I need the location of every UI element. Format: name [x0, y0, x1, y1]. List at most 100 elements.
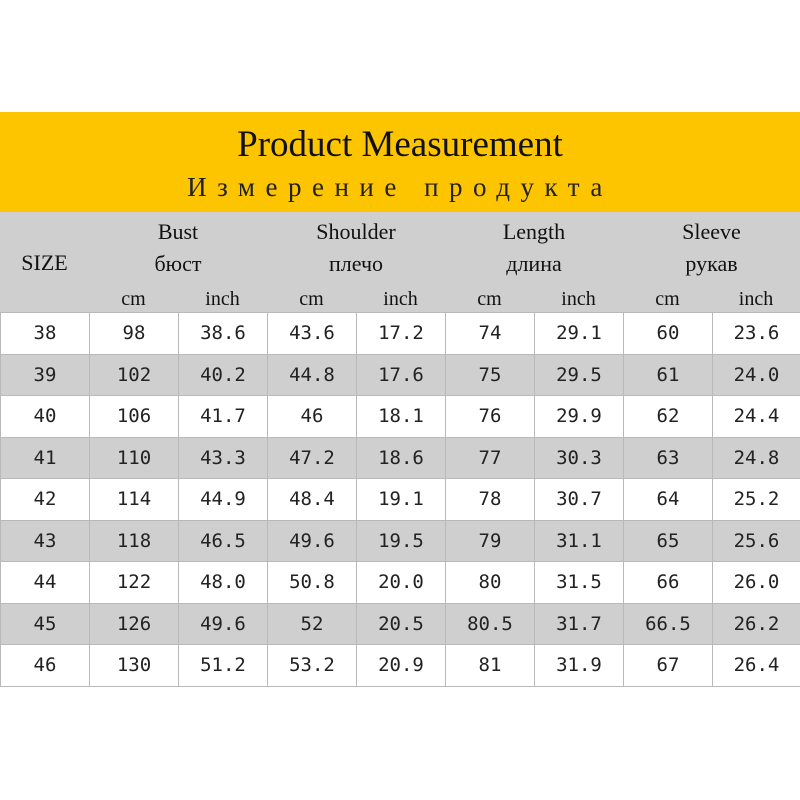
bust-cm-cell: 106 [89, 395, 179, 438]
chart-subtitle: Измерение продукта [187, 172, 613, 202]
bust-cm-cell: 122 [89, 561, 179, 604]
length-cm-cell: 79 [445, 519, 535, 562]
size-header: SIZE [21, 250, 68, 275]
unit-label: inch [383, 288, 418, 310]
length-cm-cell: 76 [445, 395, 535, 438]
bust-inch-cell: 48.0 [178, 561, 268, 604]
length-inch-cell: 29.9 [534, 395, 624, 438]
bust-cm-cell: 114 [89, 478, 179, 521]
shoulder-cm-cell: 47.2 [267, 436, 357, 479]
length-cm-cell: 80.5 [445, 602, 535, 645]
bust-inch-cell: 46.5 [178, 519, 268, 562]
sleeve-inch-cell: 25.2 [712, 478, 800, 521]
sleeve-cm-cell: 67 [623, 644, 713, 687]
length-cm-cell: 81 [445, 644, 535, 687]
chart-title: Product Measurement [237, 124, 563, 165]
length-inch-cell: 30.7 [534, 478, 624, 521]
table-row: 42 114 44.9 48.4 19.1 78 30.7 64 25.2 [0, 478, 800, 521]
table-row: 41 110 43.3 47.2 18.6 77 30.3 63 24.8 [0, 436, 800, 479]
bust-inch-cell: 44.9 [178, 478, 268, 521]
size-cell: 43 [0, 519, 90, 562]
column-header: SIZE Bust бюст Shoulder плечо Length дли… [0, 212, 800, 312]
length-header-ru: длина [506, 251, 562, 276]
shoulder-header-ru: плечо [328, 251, 384, 276]
length-inch-cell: 31.9 [534, 644, 624, 687]
bust-inch-cell: 38.6 [178, 312, 268, 355]
unit-label: inch [738, 288, 774, 310]
unit-label: inch [561, 288, 596, 310]
sleeve-inch-cell: 25.6 [712, 519, 800, 562]
bust-cm-cell: 118 [89, 519, 179, 562]
shoulder-cm-cell: 50.8 [267, 561, 357, 604]
shoulder-cm-cell: 43.6 [267, 312, 357, 355]
length-cm-cell: 75 [445, 353, 535, 396]
unit-label: cm [299, 288, 324, 310]
shoulder-inch-cell: 20.9 [356, 644, 446, 687]
unit-label: inch [205, 288, 240, 310]
bust-inch-cell: 40.2 [178, 353, 268, 396]
bust-cm-cell: 110 [89, 436, 179, 479]
shoulder-cm-cell: 53.2 [267, 644, 357, 687]
sleeve-inch-cell: 23.6 [712, 312, 800, 355]
size-cell: 44 [0, 561, 90, 604]
shoulder-inch-cell: 20.0 [356, 561, 446, 604]
length-inch-cell: 31.1 [534, 519, 624, 562]
title-banner: Product Measurement Измерение продукта [0, 112, 800, 212]
bust-cm-cell: 130 [89, 644, 179, 687]
shoulder-cm-cell: 46 [267, 395, 357, 438]
sleeve-cm-cell: 64 [623, 478, 713, 521]
table-row: 44 122 48.0 50.8 20.0 80 31.5 66 26.0 [0, 561, 800, 604]
shoulder-inch-cell: 19.5 [356, 519, 446, 562]
shoulder-cm-cell: 48.4 [267, 478, 357, 521]
table-row: 43 118 46.5 49.6 19.5 79 31.1 65 25.6 [0, 519, 800, 562]
shoulder-inch-cell: 20.5 [356, 602, 446, 645]
size-cell: 45 [0, 602, 90, 645]
sleeve-inch-cell: 24.4 [712, 395, 800, 438]
length-inch-cell: 31.5 [534, 561, 624, 604]
sleeve-inch-cell: 26.2 [712, 602, 800, 645]
bust-header-ru: бюст [154, 251, 202, 276]
length-cm-cell: 78 [445, 478, 535, 521]
size-cell: 46 [0, 644, 90, 687]
shoulder-inch-cell: 17.6 [356, 353, 446, 396]
measurement-table: 38 98 38.6 43.6 17.2 74 29.1 60 23.6 39 102 40.2 44.… [0, 312, 800, 687]
size-chart: Product Measurement Измерение продукта S… [0, 112, 800, 687]
sleeve-header: Sleeve [682, 219, 741, 244]
length-inch-cell: 29.1 [534, 312, 624, 355]
shoulder-inch-cell: 19.1 [356, 478, 446, 521]
length-inch-cell: 31.7 [534, 602, 624, 645]
unit-label: cm [121, 288, 146, 310]
unit-label: cm [477, 288, 502, 310]
sleeve-inch-cell: 24.0 [712, 353, 800, 396]
length-header: Length [502, 219, 566, 244]
length-cm-cell: 80 [445, 561, 535, 604]
size-cell: 38 [0, 312, 90, 355]
shoulder-cm-cell: 44.8 [267, 353, 357, 396]
table-body: 38 98 38.6 43.6 17.2 74 29.1 60 23.6 39 102 40.2 44.… [0, 312, 800, 687]
table-row: 39 102 40.2 44.8 17.6 75 29.5 61 24.0 [0, 353, 800, 396]
length-cm-cell: 74 [445, 312, 535, 355]
sleeve-cm-cell: 62 [623, 395, 713, 438]
sleeve-inch-cell: 26.0 [712, 561, 800, 604]
shoulder-header: Shoulder [316, 219, 396, 244]
sleeve-inch-cell: 26.4 [712, 644, 800, 687]
bust-inch-cell: 51.2 [178, 644, 268, 687]
size-cell: 39 [0, 353, 90, 396]
shoulder-cm-cell: 52 [267, 602, 357, 645]
size-cell: 40 [0, 395, 90, 438]
length-inch-cell: 29.5 [534, 353, 624, 396]
bust-cm-cell: 102 [89, 353, 179, 396]
bust-header: Bust [157, 219, 199, 244]
shoulder-inch-cell: 17.2 [356, 312, 446, 355]
unit-label: cm [655, 288, 680, 310]
table-row: 46 130 51.2 53.2 20.9 81 31.9 67 26.4 [0, 644, 800, 687]
shoulder-inch-cell: 18.6 [356, 436, 446, 479]
table-row: 38 98 38.6 43.6 17.2 74 29.1 60 23.6 [0, 312, 800, 355]
sleeve-header-ru: рукав [685, 251, 738, 276]
bust-inch-cell: 43.3 [178, 436, 268, 479]
bust-cm-cell: 98 [89, 312, 179, 355]
bust-inch-cell: 41.7 [178, 395, 268, 438]
bust-cm-cell: 126 [89, 602, 179, 645]
shoulder-cm-cell: 49.6 [267, 519, 357, 562]
sleeve-cm-cell: 66 [623, 561, 713, 604]
